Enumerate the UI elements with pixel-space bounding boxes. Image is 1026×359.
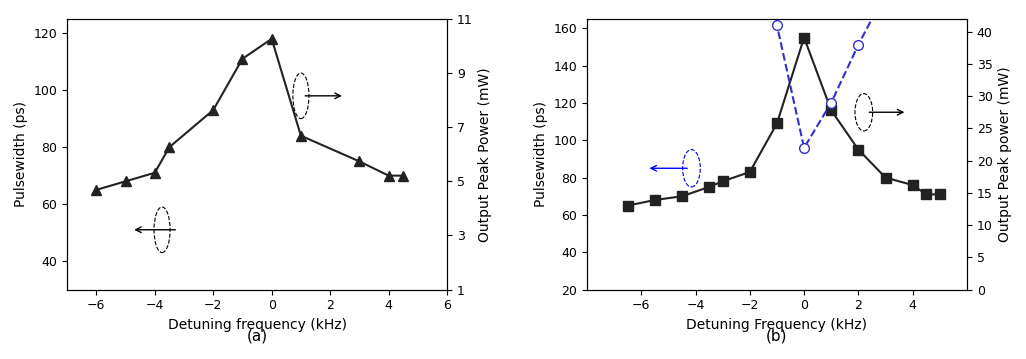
Y-axis label: Pulsewidth (ps): Pulsewidth (ps)	[14, 101, 28, 207]
X-axis label: Detuning Frequency (kHz): Detuning Frequency (kHz)	[686, 318, 867, 332]
Y-axis label: Output Peak Power (mW): Output Peak Power (mW)	[478, 67, 492, 242]
Y-axis label: Output Peak power (mW): Output Peak power (mW)	[998, 66, 1012, 242]
Title: (a): (a)	[246, 329, 268, 344]
Y-axis label: Pulsewidth (ps): Pulsewidth (ps)	[534, 101, 548, 207]
X-axis label: Detuning frequency (kHz): Detuning frequency (kHz)	[167, 318, 347, 332]
Title: (b): (b)	[766, 329, 788, 344]
